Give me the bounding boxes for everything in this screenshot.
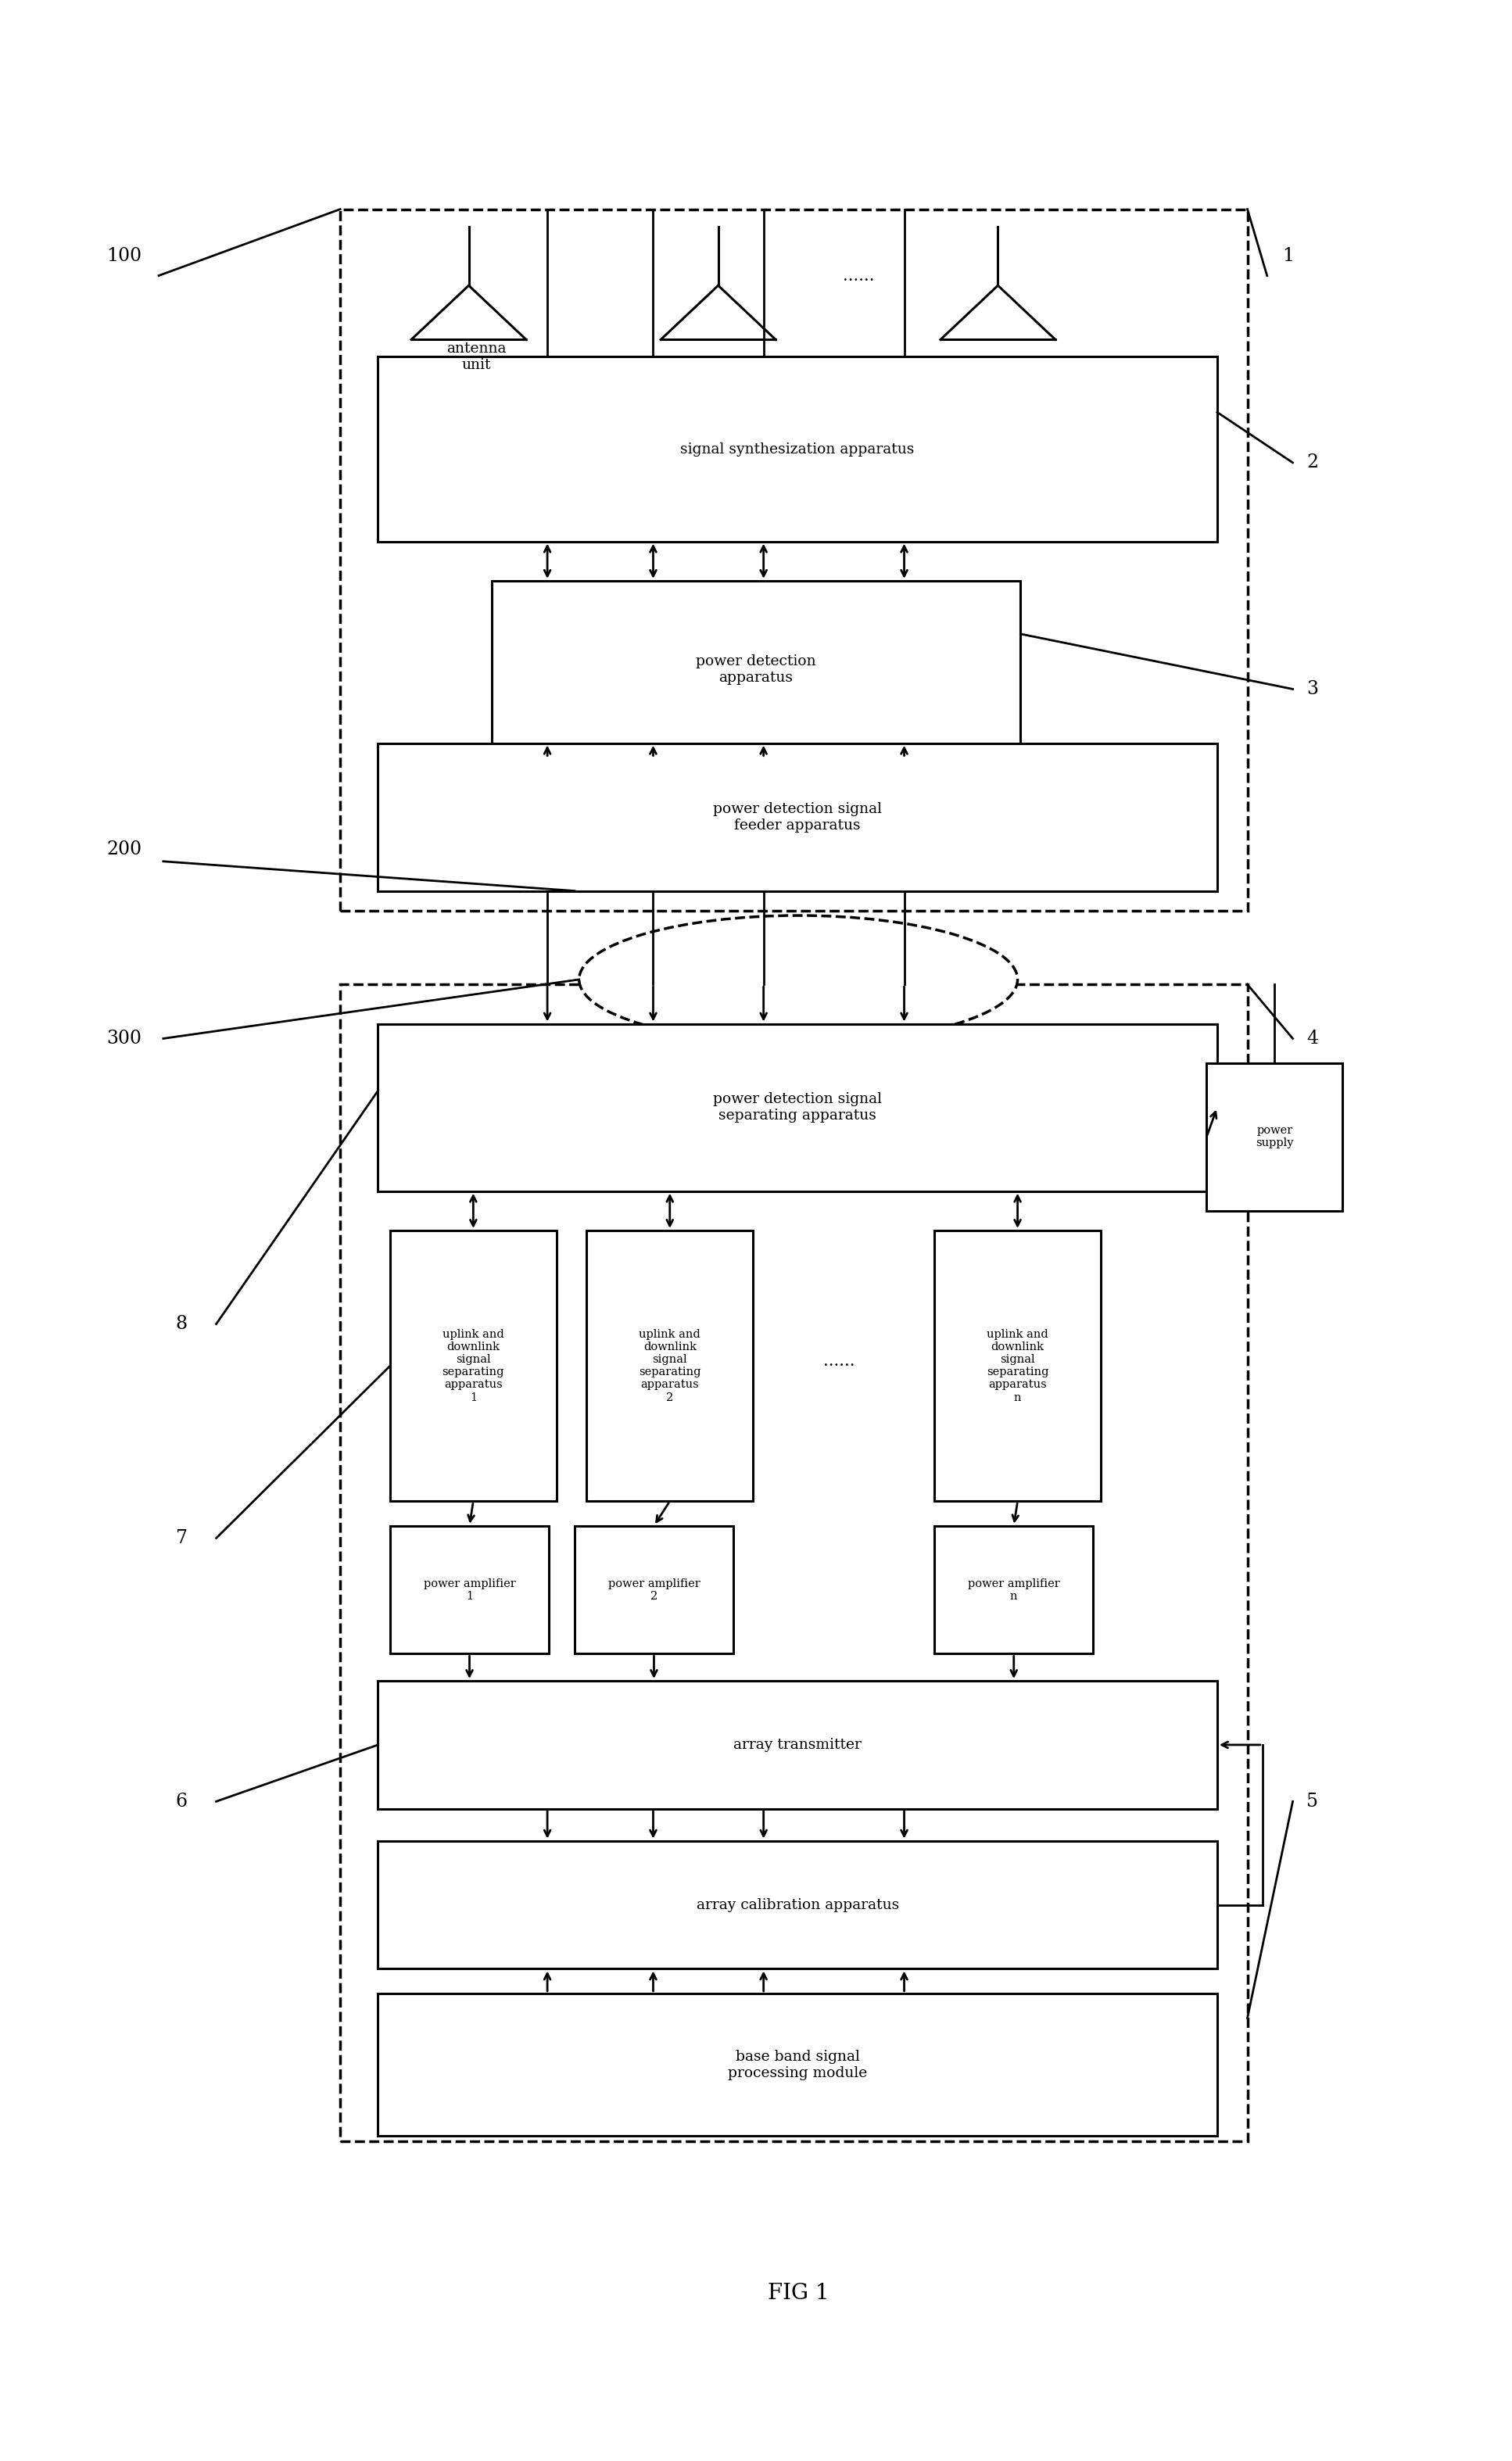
Bar bbox=[1207, 1063, 1343, 1211]
Text: 8: 8 bbox=[175, 1314, 187, 1334]
Text: uplink and
downlink
signal
separating
apparatus
1: uplink and downlink signal separating ap… bbox=[442, 1329, 505, 1403]
Text: uplink and
downlink
signal
separating
apparatus
2: uplink and downlink signal separating ap… bbox=[638, 1329, 702, 1403]
Text: power amplifier
n: power amplifier n bbox=[968, 1578, 1060, 1602]
Bar bbox=[575, 1526, 733, 1654]
Text: array transmitter: array transmitter bbox=[733, 1737, 862, 1752]
Bar bbox=[491, 581, 1021, 758]
Bar bbox=[390, 1230, 556, 1501]
Text: 300: 300 bbox=[106, 1029, 142, 1048]
Ellipse shape bbox=[579, 915, 1018, 1043]
Bar bbox=[378, 1993, 1217, 2136]
Text: antenna
unit: antenna unit bbox=[446, 342, 507, 372]
Text: 2: 2 bbox=[1306, 453, 1318, 473]
Text: base band signal
processing module: base band signal processing module bbox=[727, 2050, 868, 2080]
Text: ......: ...... bbox=[844, 268, 874, 283]
Bar bbox=[390, 1526, 549, 1654]
Text: 3: 3 bbox=[1306, 679, 1318, 699]
Text: 100: 100 bbox=[106, 246, 142, 266]
Text: power amplifier
2: power amplifier 2 bbox=[608, 1578, 700, 1602]
Text: power detection signal
feeder apparatus: power detection signal feeder apparatus bbox=[714, 802, 881, 832]
Text: 5: 5 bbox=[1306, 1792, 1318, 1811]
Text: signal synthesization apparatus: signal synthesization apparatus bbox=[680, 443, 915, 455]
Bar bbox=[587, 1230, 753, 1501]
Text: ......: ...... bbox=[824, 1354, 854, 1368]
Bar bbox=[378, 743, 1217, 891]
Text: 6: 6 bbox=[175, 1792, 187, 1811]
Text: FIG 1: FIG 1 bbox=[768, 2284, 829, 2303]
Text: power detection signal
separating apparatus: power detection signal separating appara… bbox=[714, 1093, 881, 1122]
Bar bbox=[378, 1841, 1217, 1969]
Text: power
supply: power supply bbox=[1255, 1125, 1294, 1149]
Bar bbox=[340, 984, 1247, 2141]
Bar bbox=[340, 209, 1247, 911]
Text: array calibration apparatus: array calibration apparatus bbox=[696, 1897, 900, 1912]
Bar bbox=[378, 1681, 1217, 1809]
Text: 1: 1 bbox=[1282, 246, 1294, 266]
Text: uplink and
downlink
signal
separating
apparatus
n: uplink and downlink signal separating ap… bbox=[986, 1329, 1049, 1403]
Bar bbox=[934, 1526, 1093, 1654]
Bar bbox=[934, 1230, 1101, 1501]
Bar bbox=[378, 357, 1217, 541]
Text: 7: 7 bbox=[175, 1528, 187, 1548]
Text: power amplifier
1: power amplifier 1 bbox=[423, 1578, 516, 1602]
Text: power detection
apparatus: power detection apparatus bbox=[696, 655, 816, 684]
Bar bbox=[378, 1024, 1217, 1191]
Text: 200: 200 bbox=[106, 839, 142, 859]
Text: 4: 4 bbox=[1306, 1029, 1318, 1048]
